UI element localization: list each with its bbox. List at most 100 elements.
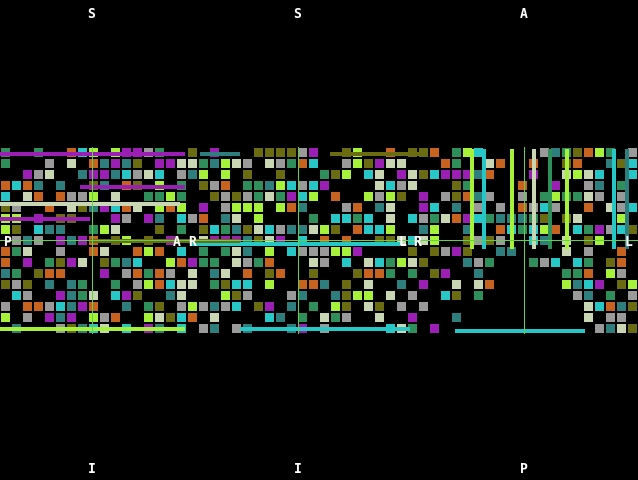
maze-tile [298, 203, 307, 212]
maze-tile [496, 214, 505, 223]
maze-tile [298, 192, 307, 201]
guide-line-horizontal [0, 240, 638, 241]
maze-tile [133, 280, 142, 289]
maze-tile [320, 225, 329, 234]
maze-tile [430, 170, 439, 179]
maze-tile [12, 280, 21, 289]
maze-tile [298, 148, 307, 157]
maze-tile [210, 269, 219, 278]
maze-tile [540, 214, 549, 223]
maze-tile [199, 258, 208, 267]
row-marker-left: P [4, 235, 12, 250]
maze-tile [1, 203, 10, 212]
maze-tile [210, 258, 219, 267]
maze-tile [485, 214, 494, 223]
maze-tile [199, 214, 208, 223]
maze-tile [122, 170, 131, 179]
maze-tile [342, 258, 351, 267]
maze-tile [177, 203, 186, 212]
maze-tile [419, 148, 428, 157]
maze-tile [1, 258, 10, 267]
maze-tile [331, 192, 340, 201]
maze-tile [551, 203, 560, 212]
maze-tile [232, 280, 241, 289]
maze-tile [496, 203, 505, 212]
maze-tile [100, 258, 109, 267]
maze-tile [243, 291, 252, 300]
maze-tile [243, 181, 252, 190]
maze-tile [56, 225, 65, 234]
maze-tile [45, 302, 54, 311]
maze-tile [265, 225, 274, 234]
maze-tile [23, 302, 32, 311]
maze-tile [397, 280, 406, 289]
maze-tile [320, 170, 329, 179]
maze-tile [133, 247, 142, 256]
maze-tile [144, 269, 153, 278]
maze-tile [67, 159, 76, 168]
maze-tile [320, 181, 329, 190]
maze-tile [584, 291, 593, 300]
maze-tile [144, 247, 153, 256]
maze-tile [606, 313, 615, 322]
maze-tile [551, 148, 560, 157]
maze-tile [122, 258, 131, 267]
top-marker-3: A [520, 7, 528, 22]
maze-tile [166, 203, 175, 212]
maze-tile [408, 324, 417, 333]
maze-tile [122, 291, 131, 300]
maze-tile [56, 258, 65, 267]
maze-tile [595, 192, 604, 201]
maze-tile [111, 203, 120, 212]
maze-tile [34, 192, 43, 201]
maze-tile [166, 159, 175, 168]
maze-tile [287, 203, 296, 212]
maze-tile [573, 291, 582, 300]
maze-tile [628, 302, 637, 311]
maze-tile [595, 302, 604, 311]
bottom-marker-1: I [88, 462, 96, 477]
maze-tile [67, 203, 76, 212]
maze-tile [452, 192, 461, 201]
maze-tile [133, 159, 142, 168]
top-marker-2: S [294, 7, 302, 22]
maze-wall [0, 217, 90, 221]
maze-tile [617, 192, 626, 201]
maze-tile [133, 203, 142, 212]
maze-tile [188, 313, 197, 322]
maze-tile [518, 181, 527, 190]
maze-tile [177, 214, 186, 223]
maze-tile [430, 148, 439, 157]
maze-board[interactable] [0, 147, 638, 334]
maze-tile [45, 203, 54, 212]
maze-tile [617, 280, 626, 289]
maze-tile [89, 225, 98, 234]
maze-tile [463, 170, 472, 179]
maze-tile [584, 192, 593, 201]
maze-tile [210, 324, 219, 333]
maze-tile [628, 203, 637, 212]
maze-tile [342, 159, 351, 168]
maze-tile [265, 192, 274, 201]
maze-tile [364, 170, 373, 179]
maze-tile [452, 291, 461, 300]
maze-tile [276, 203, 285, 212]
maze-tile [144, 170, 153, 179]
maze-tile [298, 181, 307, 190]
maze-tile [210, 159, 219, 168]
maze-tile [309, 159, 318, 168]
maze-tile [221, 170, 230, 179]
maze-tile [45, 170, 54, 179]
maze-tile [364, 291, 373, 300]
maze-tile [298, 313, 307, 322]
row-marker-mid-1: A [173, 235, 181, 250]
maze-tile [287, 291, 296, 300]
maze-tile [155, 302, 164, 311]
maze-tile [419, 203, 428, 212]
maze-tile [232, 247, 241, 256]
maze-tile [584, 313, 593, 322]
maze-tile [617, 302, 626, 311]
maze-tile [56, 192, 65, 201]
maze-tile [430, 324, 439, 333]
maze-tile [474, 148, 483, 157]
